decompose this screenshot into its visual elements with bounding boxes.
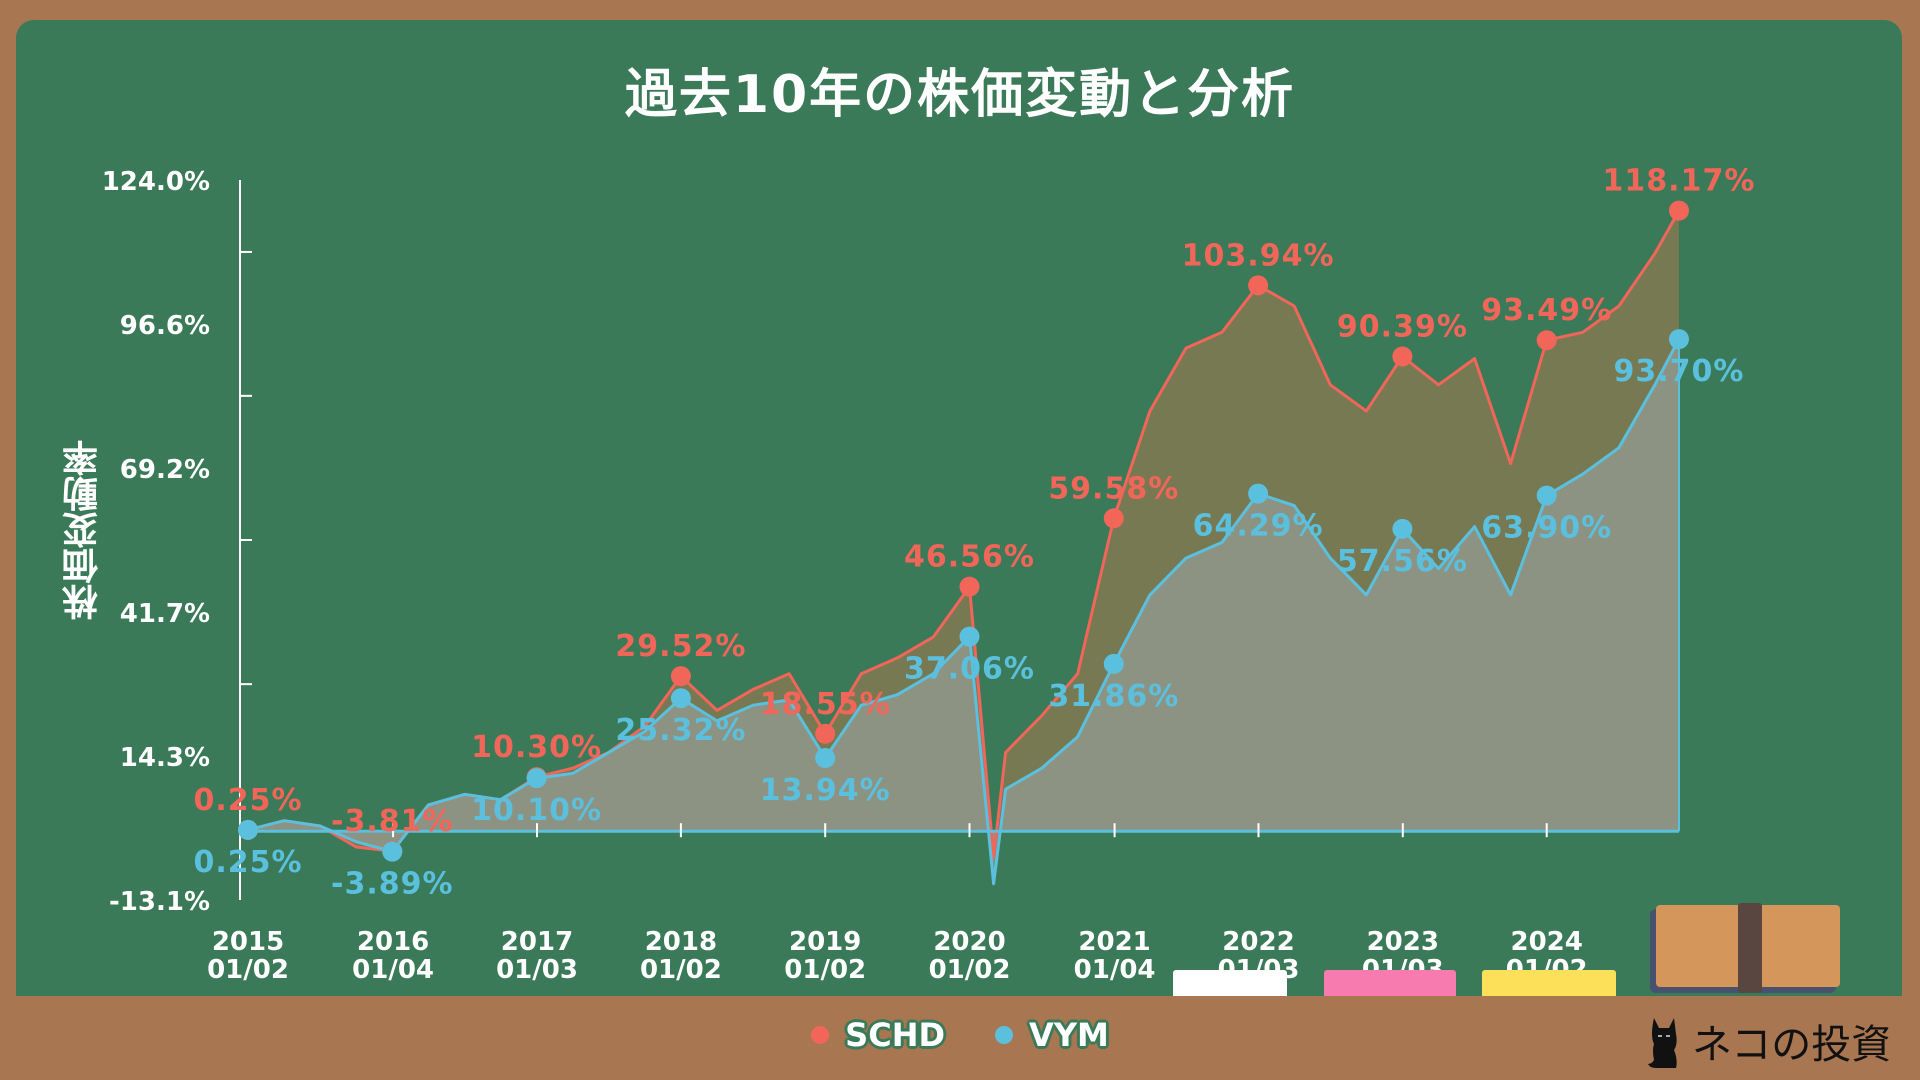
data-label-schd: 93.49% <box>1481 293 1612 328</box>
x-tick-year: 2023 <box>1367 927 1439 957</box>
legend-label: VYM <box>1029 1016 1109 1054</box>
x-tick-year: 2018 <box>645 927 717 957</box>
data-label-vym: 93.70% <box>1613 354 1744 389</box>
logo-text: ネコの投資 <box>1692 1022 1892 1068</box>
data-label-schd: 46.56% <box>904 540 1035 575</box>
data-point-vym <box>1536 485 1557 506</box>
x-tick-date: 01/04 <box>352 955 434 985</box>
data-label-schd: -3.81% <box>331 804 454 839</box>
data-point-vym <box>526 768 547 789</box>
data-point-vym <box>1248 483 1269 504</box>
data-label-vym: 10.10% <box>471 793 602 828</box>
x-tick-year: 2021 <box>1078 927 1150 957</box>
x-tick-year: 2019 <box>789 927 861 957</box>
white-chalk <box>1173 970 1287 996</box>
cat-icon <box>1648 1018 1677 1068</box>
data-label-schd: 90.39% <box>1337 310 1468 345</box>
x-tick-date: 01/02 <box>207 955 289 985</box>
area-vym <box>248 339 1679 884</box>
legend-label: SCHD <box>845 1016 946 1054</box>
book-icon <box>1650 903 1840 993</box>
x-tick-year: 2016 <box>357 927 429 957</box>
x-tick-year: 2015 <box>212 927 284 957</box>
y-tick-label: -13.1% <box>109 887 210 917</box>
logo: ネコの投資 <box>1644 1012 1891 1070</box>
data-label-vym: 31.86% <box>1048 679 1179 714</box>
data-point-vym <box>1392 518 1413 539</box>
x-tick-date: 01/04 <box>1074 955 1156 985</box>
data-label-schd: 118.17% <box>1603 164 1756 199</box>
legend-item-vym: VYM <box>995 1016 1109 1054</box>
x-tick-date: 01/03 <box>496 955 578 985</box>
data-point-vym <box>1103 653 1124 674</box>
data-label-schd: 59.58% <box>1048 471 1179 506</box>
x-tick-year: 2024 <box>1511 927 1583 957</box>
pink-chalk <box>1324 970 1456 996</box>
data-label-schd: 10.30% <box>471 730 602 765</box>
data-point-vym <box>959 626 980 647</box>
yellow-chalk <box>1482 970 1616 996</box>
data-label-vym: 13.94% <box>760 773 891 808</box>
data-label-schd: 29.52% <box>615 629 746 664</box>
data-point-schd <box>670 666 691 687</box>
x-tick-year: 2022 <box>1222 927 1294 957</box>
x-tick-year: 2017 <box>501 927 573 957</box>
data-label-vym: 0.25% <box>193 845 302 880</box>
data-point-vym <box>1668 329 1689 350</box>
chart-plot: 124.0%96.6%69.2%41.7%14.3%-13.1%201501/0… <box>102 164 1756 985</box>
data-point-vym <box>815 747 836 768</box>
x-tick-date: 01/02 <box>929 955 1011 985</box>
data-point-schd <box>1392 346 1413 367</box>
data-label-vym: 25.32% <box>615 713 746 748</box>
y-tick-label: 14.3% <box>120 743 210 773</box>
data-point-schd <box>815 723 836 744</box>
data-label-vym: 57.56% <box>1337 544 1468 579</box>
data-point-schd <box>1103 508 1124 529</box>
x-tick-date: 01/02 <box>640 955 722 985</box>
data-label-vym: 63.90% <box>1481 511 1612 546</box>
x-tick-date: 01/02 <box>784 955 866 985</box>
schd-dot-icon <box>811 1026 830 1044</box>
data-point-schd <box>1248 275 1269 296</box>
data-point-schd <box>1536 330 1557 351</box>
chart-title: 過去10年の株価変動と分析 <box>624 65 1296 125</box>
data-point-schd <box>1668 200 1689 221</box>
x-tick-year: 2020 <box>933 927 1005 957</box>
data-label-vym: 37.06% <box>904 652 1035 687</box>
legend: SCHD VYM <box>0 1016 1920 1054</box>
vym-dot-icon <box>995 1026 1014 1044</box>
y-tick-label: 96.6% <box>120 311 210 341</box>
data-point-vym <box>382 841 403 862</box>
data-point-vym <box>238 819 258 840</box>
y-tick-label: 69.2% <box>120 455 210 485</box>
data-label-schd: 18.55% <box>760 687 891 722</box>
y-tick-label: 41.7% <box>120 599 210 629</box>
data-label-vym: 64.29% <box>1193 509 1324 544</box>
legend-item-schd: SCHD <box>811 1016 945 1054</box>
data-point-vym <box>670 688 691 709</box>
data-label-schd: 103.94% <box>1182 238 1335 273</box>
data-label-schd: 0.25% <box>193 783 302 818</box>
y-tick-label: 124.0% <box>102 167 210 197</box>
line-vym <box>247 338 1681 886</box>
data-label-vym: -3.89% <box>331 867 454 902</box>
data-point-schd <box>959 576 980 597</box>
